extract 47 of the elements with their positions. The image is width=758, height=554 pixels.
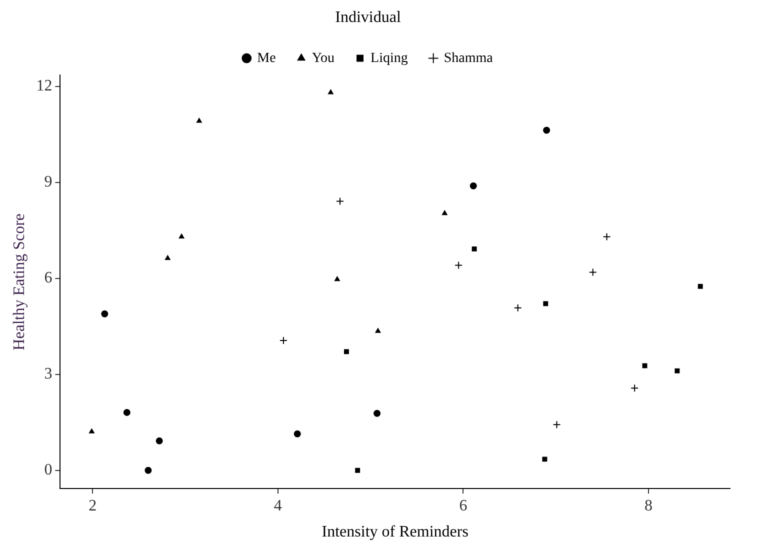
point (630, 384, 639, 392)
point (279, 336, 288, 344)
point (334, 276, 340, 282)
point (472, 246, 477, 252)
legend-label: Me (257, 50, 276, 66)
x-tick-label: 8 (644, 497, 652, 514)
x-tick-label: 2 (88, 497, 97, 514)
point (374, 410, 381, 417)
legend-label: You (312, 50, 335, 66)
point (294, 430, 301, 438)
point (542, 456, 548, 462)
point (88, 428, 95, 434)
point (123, 408, 130, 416)
y-tick-label: 0 (44, 462, 52, 479)
point (144, 466, 152, 474)
x-axis-title: Intensity of Reminders (322, 524, 468, 541)
point (442, 210, 448, 216)
point (101, 310, 108, 318)
legend-label: Shamma (444, 50, 494, 66)
point (355, 468, 360, 473)
y-tick-label: 3 (44, 366, 52, 383)
y-axis-title: Healthy Eating Score (10, 213, 28, 350)
point (588, 268, 597, 276)
legend-label: Liqing (370, 50, 408, 66)
point (552, 420, 561, 429)
point (470, 182, 477, 190)
point (543, 301, 548, 306)
point (336, 197, 344, 206)
y-tick-label: 6 (44, 270, 52, 287)
x-tick-label: 6 (459, 497, 468, 514)
y-tick-label: 12 (36, 78, 52, 95)
point (543, 126, 550, 134)
point (328, 88, 334, 94)
legend-title: Individual (335, 9, 402, 26)
point (196, 117, 202, 123)
point (602, 232, 611, 241)
y-tick-label: 9 (44, 174, 52, 191)
point (374, 328, 381, 333)
point (454, 261, 463, 270)
point (344, 349, 349, 354)
point (156, 437, 163, 444)
point (514, 304, 522, 312)
point (164, 254, 171, 260)
point (698, 284, 703, 289)
point (178, 233, 185, 239)
x-tick-label: 4 (274, 497, 282, 514)
point (674, 368, 680, 374)
